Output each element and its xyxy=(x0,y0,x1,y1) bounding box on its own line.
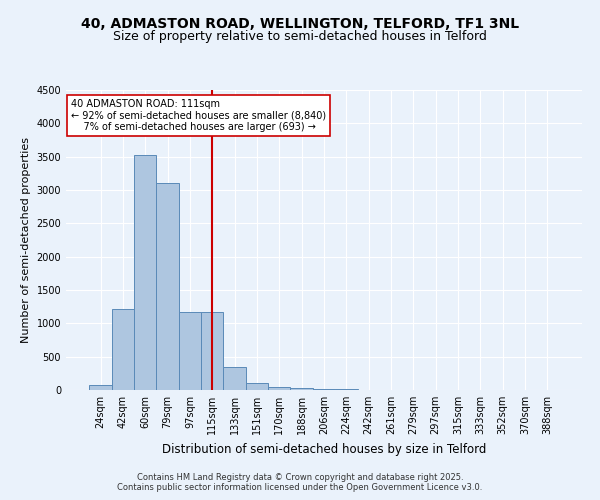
Bar xyxy=(112,308,134,390)
Bar xyxy=(290,388,313,390)
Text: 40 ADMASTON ROAD: 111sqm
← 92% of semi-detached houses are smaller (8,840)
    7: 40 ADMASTON ROAD: 111sqm ← 92% of semi-d… xyxy=(71,99,326,132)
Bar xyxy=(157,184,179,390)
Bar xyxy=(179,312,201,390)
Bar xyxy=(246,384,268,390)
Y-axis label: Number of semi-detached properties: Number of semi-detached properties xyxy=(21,137,31,343)
Text: Contains public sector information licensed under the Open Government Licence v3: Contains public sector information licen… xyxy=(118,484,482,492)
Bar xyxy=(201,312,223,390)
X-axis label: Distribution of semi-detached houses by size in Telford: Distribution of semi-detached houses by … xyxy=(162,442,486,456)
Text: Contains HM Land Registry data © Crown copyright and database right 2025.: Contains HM Land Registry data © Crown c… xyxy=(137,472,463,482)
Bar xyxy=(223,366,246,390)
Bar xyxy=(134,156,157,390)
Bar xyxy=(89,385,112,390)
Text: 40, ADMASTON ROAD, WELLINGTON, TELFORD, TF1 3NL: 40, ADMASTON ROAD, WELLINGTON, TELFORD, … xyxy=(81,18,519,32)
Bar xyxy=(268,386,290,390)
Text: Size of property relative to semi-detached houses in Telford: Size of property relative to semi-detach… xyxy=(113,30,487,43)
Bar xyxy=(313,389,335,390)
